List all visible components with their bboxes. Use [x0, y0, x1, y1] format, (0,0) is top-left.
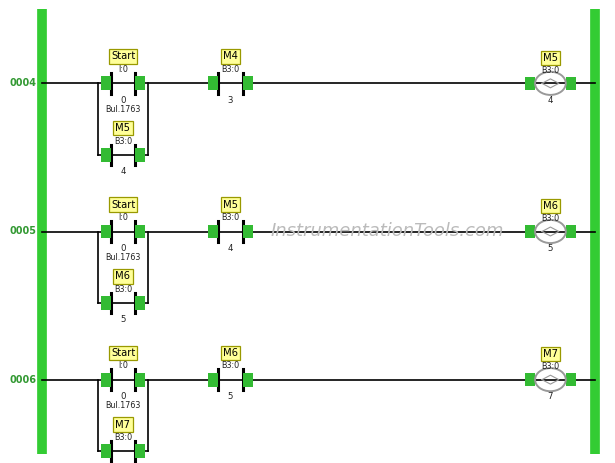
FancyBboxPatch shape: [525, 77, 535, 90]
Text: M6: M6: [543, 201, 558, 211]
Text: B3:0: B3:0: [541, 66, 560, 75]
Text: Bul.1763: Bul.1763: [105, 253, 141, 262]
FancyBboxPatch shape: [101, 76, 111, 90]
Text: B3:0: B3:0: [221, 65, 240, 74]
Text: B3:0: B3:0: [114, 285, 132, 294]
FancyBboxPatch shape: [135, 148, 145, 162]
Text: B3:0: B3:0: [221, 213, 240, 222]
Text: Start: Start: [111, 200, 135, 210]
Text: 5: 5: [228, 392, 233, 401]
Text: Start: Start: [111, 51, 135, 62]
Text: Bul.1763: Bul.1763: [105, 401, 141, 410]
FancyBboxPatch shape: [101, 225, 111, 238]
FancyBboxPatch shape: [208, 76, 218, 90]
Text: 3: 3: [228, 95, 233, 105]
FancyBboxPatch shape: [566, 373, 576, 386]
Text: M6: M6: [116, 271, 130, 282]
Text: InstrumentationTools.com: InstrumentationTools.com: [271, 223, 504, 240]
Text: B3:0: B3:0: [541, 214, 560, 223]
Text: 4: 4: [228, 244, 233, 253]
Text: I:0: I:0: [118, 213, 128, 222]
FancyBboxPatch shape: [135, 76, 145, 90]
Text: M5: M5: [116, 123, 130, 133]
FancyBboxPatch shape: [135, 444, 145, 458]
Text: M6: M6: [223, 348, 238, 358]
FancyBboxPatch shape: [101, 148, 111, 162]
Text: 4: 4: [121, 167, 125, 176]
Text: 7: 7: [548, 392, 553, 401]
Text: I:0: I:0: [118, 65, 128, 74]
Text: M7: M7: [543, 349, 558, 359]
FancyBboxPatch shape: [243, 373, 253, 387]
Text: 0: 0: [121, 244, 125, 253]
FancyBboxPatch shape: [135, 296, 145, 310]
Text: M5: M5: [543, 53, 558, 63]
Text: Start: Start: [111, 348, 135, 358]
Text: 0: 0: [121, 392, 125, 401]
FancyBboxPatch shape: [566, 225, 576, 238]
Text: 0: 0: [121, 95, 125, 105]
Text: 0006: 0006: [10, 375, 37, 385]
FancyBboxPatch shape: [243, 225, 253, 238]
FancyBboxPatch shape: [566, 77, 576, 90]
FancyBboxPatch shape: [208, 225, 218, 238]
FancyBboxPatch shape: [208, 373, 218, 387]
Text: M7: M7: [116, 419, 130, 430]
FancyBboxPatch shape: [525, 373, 535, 386]
FancyBboxPatch shape: [243, 76, 253, 90]
FancyBboxPatch shape: [101, 373, 111, 387]
Text: I:0: I:0: [118, 361, 128, 370]
Text: 5: 5: [548, 244, 553, 253]
Text: B3:0: B3:0: [541, 362, 560, 371]
FancyBboxPatch shape: [101, 296, 111, 310]
Text: B3:0: B3:0: [114, 137, 132, 146]
Text: B3:0: B3:0: [114, 433, 132, 442]
Text: M4: M4: [223, 51, 238, 62]
FancyBboxPatch shape: [525, 225, 535, 238]
Text: Bul.1763: Bul.1763: [105, 105, 141, 114]
Text: 0005: 0005: [10, 226, 37, 237]
FancyBboxPatch shape: [101, 444, 111, 458]
Text: M5: M5: [223, 200, 238, 210]
Text: 0004: 0004: [10, 78, 37, 88]
FancyBboxPatch shape: [135, 225, 145, 238]
Text: 4: 4: [548, 95, 553, 105]
FancyBboxPatch shape: [135, 373, 145, 387]
Text: B3:0: B3:0: [221, 361, 240, 370]
Text: 5: 5: [121, 315, 125, 325]
